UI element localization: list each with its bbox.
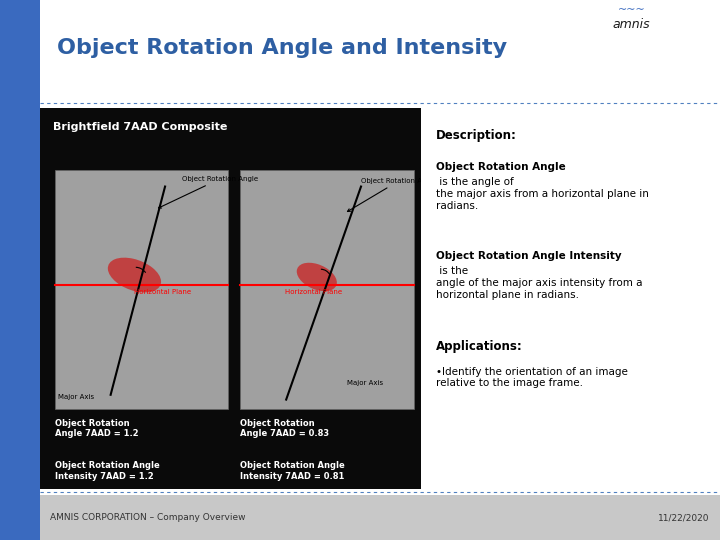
Text: Horizontal Plane: Horizontal Plane [134,288,191,294]
Text: is the angle of
the major axis from a horizontal plane in
radians.: is the angle of the major axis from a ho… [436,178,649,211]
Text: Object Rotation Angle: Object Rotation Angle [348,178,437,212]
Text: Object Rotation Angle
Intensity 7AAD = 0.81: Object Rotation Angle Intensity 7AAD = 0… [240,461,345,481]
Text: amnis: amnis [613,18,650,31]
Text: Description:: Description: [436,129,517,142]
Text: ~~~: ~~~ [618,5,645,15]
Text: is the
angle of the major axis intensity from a
horizontal plane in radians.: is the angle of the major axis intensity… [436,266,643,300]
Text: Major Axis: Major Axis [58,394,94,400]
Text: Object Rotation Angle: Object Rotation Angle [158,176,258,208]
Text: Object Rotation Angle and Intensity: Object Rotation Angle and Intensity [57,38,507,58]
Text: Object Rotation
Angle 7AAD = 1.2: Object Rotation Angle 7AAD = 1.2 [55,419,138,438]
Text: Object Rotation
Angle 7AAD = 0.83: Object Rotation Angle 7AAD = 0.83 [240,419,330,438]
Text: 11/22/2020: 11/22/2020 [658,513,710,522]
Ellipse shape [297,263,337,291]
Bar [240,170,414,409]
Text: Brightfield 7AAD Composite: Brightfield 7AAD Composite [53,122,228,132]
Text: Horizontal Plane: Horizontal Plane [284,288,342,294]
Text: Object Rotation Angle
Intensity 7AAD = 1.2: Object Rotation Angle Intensity 7AAD = 1… [55,461,159,481]
Text: Major Axis: Major Axis [348,380,384,386]
Text: •Identify the orientation of an image
relative to the image frame.: •Identify the orientation of an image re… [436,367,628,388]
Bar [55,170,228,409]
Text: Object Rotation Angle Intensity: Object Rotation Angle Intensity [436,251,622,261]
Text: Applications:: Applications: [436,340,523,353]
Ellipse shape [108,258,161,292]
Text: Object Rotation Angle: Object Rotation Angle [436,162,566,172]
Text: AMNIS CORPORATION – Company Overview: AMNIS CORPORATION – Company Overview [50,513,246,522]
